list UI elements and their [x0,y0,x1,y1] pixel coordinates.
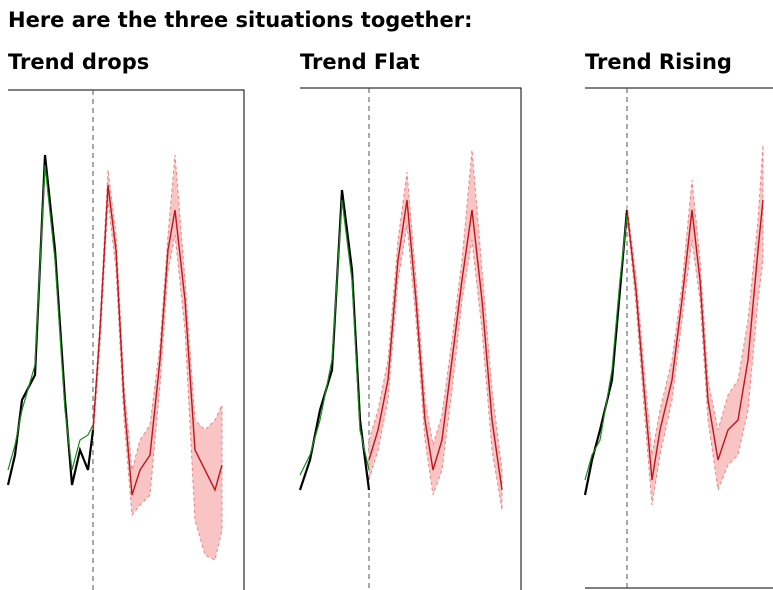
panel [6,89,245,590]
panel-title: Trend Flat [300,50,420,74]
forecast-line [368,199,503,491]
fitted-line [7,164,94,471]
fitted-line [299,199,370,476]
forecast-line [92,184,223,496]
forecast-band [92,154,223,561]
history-line [298,189,371,491]
history-line [583,209,629,496]
frame [300,87,522,590]
forecast-line [626,199,764,481]
forecast-band [626,144,764,506]
panel-title: Trend drops [8,50,150,74]
fitted-line [584,214,628,481]
heading: Here are the three situations together: [8,8,473,32]
history-line [6,154,95,486]
panel-title: Trend Rising [585,50,732,74]
frame [8,89,245,590]
forecast-band [368,149,503,511]
panel [583,87,773,589]
panel [298,87,522,590]
